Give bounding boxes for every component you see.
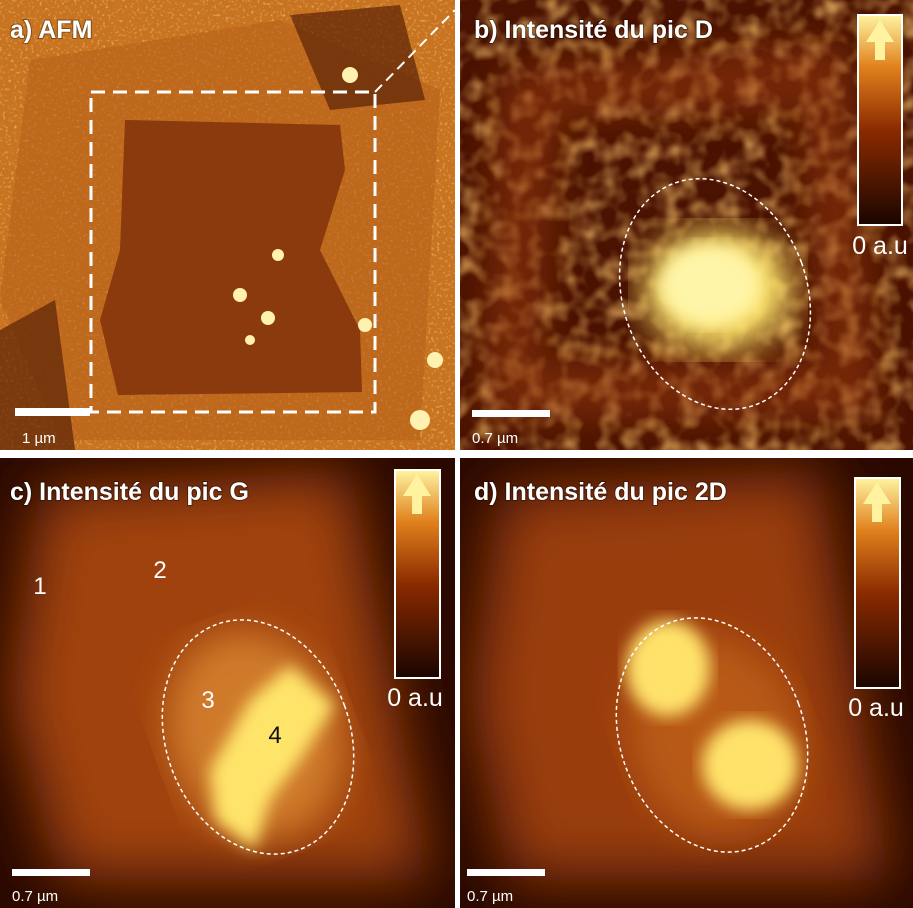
scale-bar-label: 1 µm	[22, 430, 56, 447]
point-label: 1	[33, 573, 46, 600]
colorbar-arrow	[866, 20, 894, 60]
scale-bar	[472, 410, 550, 417]
2d-hotspot	[702, 720, 798, 810]
afm-monolayer	[100, 120, 362, 395]
g-region-4	[210, 665, 335, 850]
zoom-line	[374, 9, 455, 93]
afm-dark-region	[290, 5, 425, 110]
panel-c: 0 a.u 1 2 3 4 0.7 µm c) Intensité du pic…	[0, 458, 455, 908]
scale-bar-label: 0.7 µm	[467, 888, 513, 905]
point-label: 4	[268, 722, 281, 749]
scale-bar	[467, 869, 545, 876]
panel-title: b) Intensité du pic D	[474, 16, 713, 44]
scale-bar	[12, 869, 90, 876]
panel-title: d) Intensité du pic 2D	[474, 478, 727, 506]
point-label: 3	[201, 687, 214, 714]
region-outline	[161, 619, 355, 855]
point-label: 2	[153, 557, 166, 584]
colorbar-label: 0 a.u	[387, 684, 443, 712]
afm-particles	[233, 67, 443, 430]
scale-bar-label: 0.7 µm	[12, 888, 58, 905]
scale-bar	[15, 408, 90, 416]
d-peak-core	[660, 245, 760, 325]
scale-bar-label: 0.7 µm	[472, 430, 518, 447]
2d-hotspot	[626, 620, 710, 716]
colorbar-arrow	[403, 474, 431, 514]
panel-b: 0 a.u 0.7 µm b) Intensité du pic D	[460, 0, 913, 450]
colorbar-label: 0 a.u	[852, 232, 908, 260]
zoom-box	[89, 90, 377, 414]
colorbar-arrow	[863, 482, 891, 522]
panel-d: 0 a.u 0.7 µm d) Intensité du pic 2D	[460, 458, 913, 908]
map-frame	[480, 40, 880, 420]
colorbar-label: 0 a.u	[848, 694, 904, 722]
panel-title: a) AFM	[10, 16, 92, 44]
region-outline	[618, 177, 812, 411]
panel-title: c) Intensité du pic G	[10, 478, 249, 506]
panel-a: 1 µm a) AFM	[0, 0, 455, 450]
region-outline	[615, 617, 809, 853]
